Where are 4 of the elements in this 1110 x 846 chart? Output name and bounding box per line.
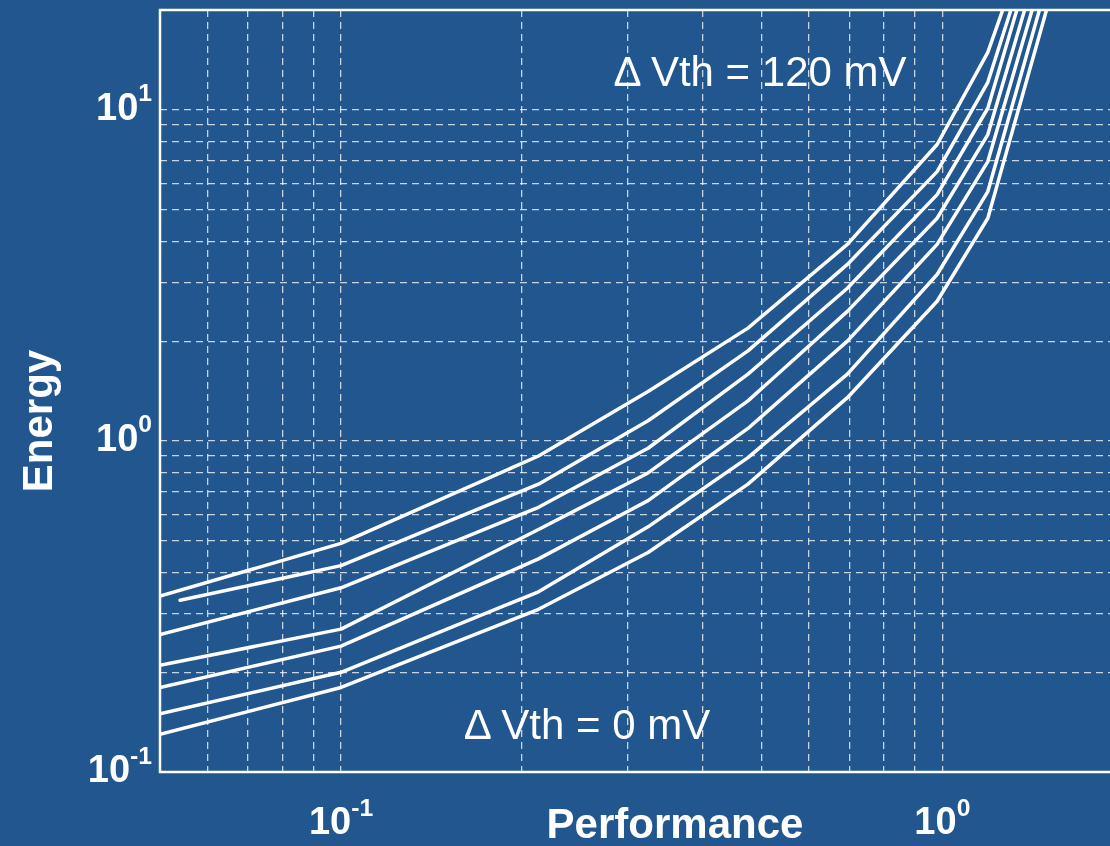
- annotation: Δ Vth = 0 mV: [463, 700, 711, 748]
- y-axis-title: Energy: [13, 349, 61, 493]
- annotation: Δ Vth = 120 mV: [613, 47, 907, 95]
- x-axis-title: Performance: [546, 799, 804, 846]
